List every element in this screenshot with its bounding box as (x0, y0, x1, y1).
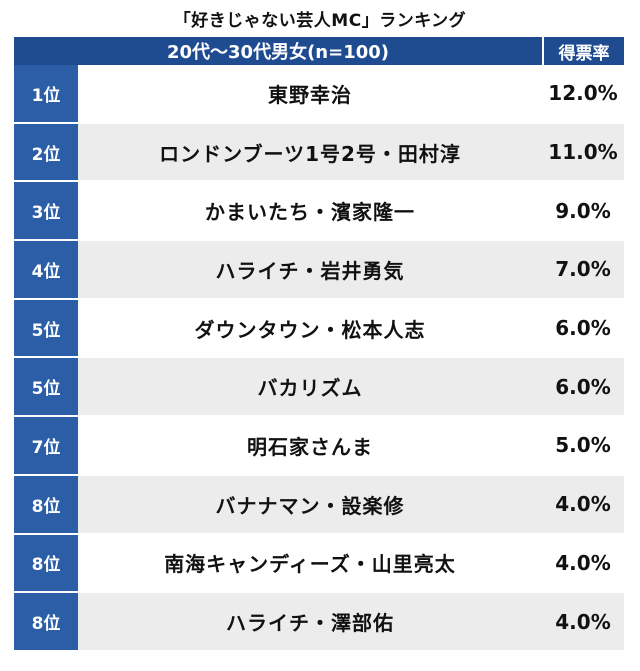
ranking-table: 20代〜30代男女(n=100) 得票率 1位 東野幸治 12.0% 2位 ロンドンブー… (14, 37, 624, 652)
rank-cell: 8位 (14, 475, 78, 533)
rate-cell: 9.0% (542, 182, 624, 240)
table-row: 1位 東野幸治 12.0% (14, 65, 624, 124)
name-cell: バナナマン・設楽修 (78, 475, 542, 533)
name-cell: ハライチ・澤部佑 (78, 593, 542, 650)
rate-cell: 6.0% (542, 299, 624, 357)
name-cell: バカリズム (78, 358, 542, 416)
rank-cell: 3位 (14, 182, 78, 240)
table-row: 8位 ハライチ・澤部佑 4.0% (14, 593, 624, 652)
table-body: 1位 東野幸治 12.0% 2位 ロンドンブーツ1号2号・田村淳 11.0% 3位 かまいたち… (14, 65, 624, 652)
table-row: 7位 明石家さんま 5.0% (14, 417, 624, 476)
table-row: 2位 ロンドンブーツ1号2号・田村淳 11.0% (14, 123, 624, 183)
rank-cell: 8位 (14, 534, 78, 592)
name-cell: ハライチ・岩井勇気 (78, 241, 542, 298)
rate-cell: 6.0% (542, 358, 624, 416)
rank-cell: 5位 (14, 299, 78, 357)
header-rate-label: 得票率 (544, 37, 624, 65)
rank-cell: 8位 (14, 593, 78, 650)
rate-cell: 12.0% (542, 65, 624, 122)
table-header: 20代〜30代男女(n=100) 得票率 (14, 37, 624, 65)
table-row: 4位 ハライチ・岩井勇気 7.0% (14, 241, 624, 300)
header-group-label: 20代〜30代男女(n=100) (14, 37, 542, 65)
table-row: 5位 バカリズム 6.0% (14, 358, 624, 418)
rate-cell: 7.0% (542, 241, 624, 298)
chart-title: 「好きじゃない芸人MC」ランキング (173, 11, 467, 31)
rank-cell: 5位 (14, 358, 78, 416)
rank-cell: 1位 (14, 65, 78, 122)
rate-cell: 4.0% (542, 475, 624, 533)
rank-cell: 4位 (14, 241, 78, 298)
name-cell: かまいたち・濱家隆一 (78, 182, 542, 240)
table-row: 8位 バナナマン・設楽修 4.0% (14, 475, 624, 535)
table-row: 5位 ダウンタウン・松本人志 6.0% (14, 299, 624, 359)
table-row: 8位 南海キャンディーズ・山里亮太 4.0% (14, 534, 624, 594)
header-divider (542, 37, 544, 65)
rate-cell: 5.0% (542, 417, 624, 474)
rate-cell: 4.0% (542, 534, 624, 592)
rate-cell: 4.0% (542, 593, 624, 650)
table-row: 3位 かまいたち・濱家隆一 9.0% (14, 182, 624, 242)
rank-cell: 2位 (14, 123, 78, 181)
rank-cell: 7位 (14, 417, 78, 474)
name-cell: 東野幸治 (78, 65, 542, 122)
name-cell: 南海キャンディーズ・山里亮太 (78, 534, 542, 592)
name-cell: ダウンタウン・松本人志 (78, 299, 542, 357)
rate-cell: 11.0% (542, 123, 624, 181)
name-cell: ロンドンブーツ1号2号・田村淳 (78, 123, 542, 181)
name-cell: 明石家さんま (78, 417, 542, 474)
